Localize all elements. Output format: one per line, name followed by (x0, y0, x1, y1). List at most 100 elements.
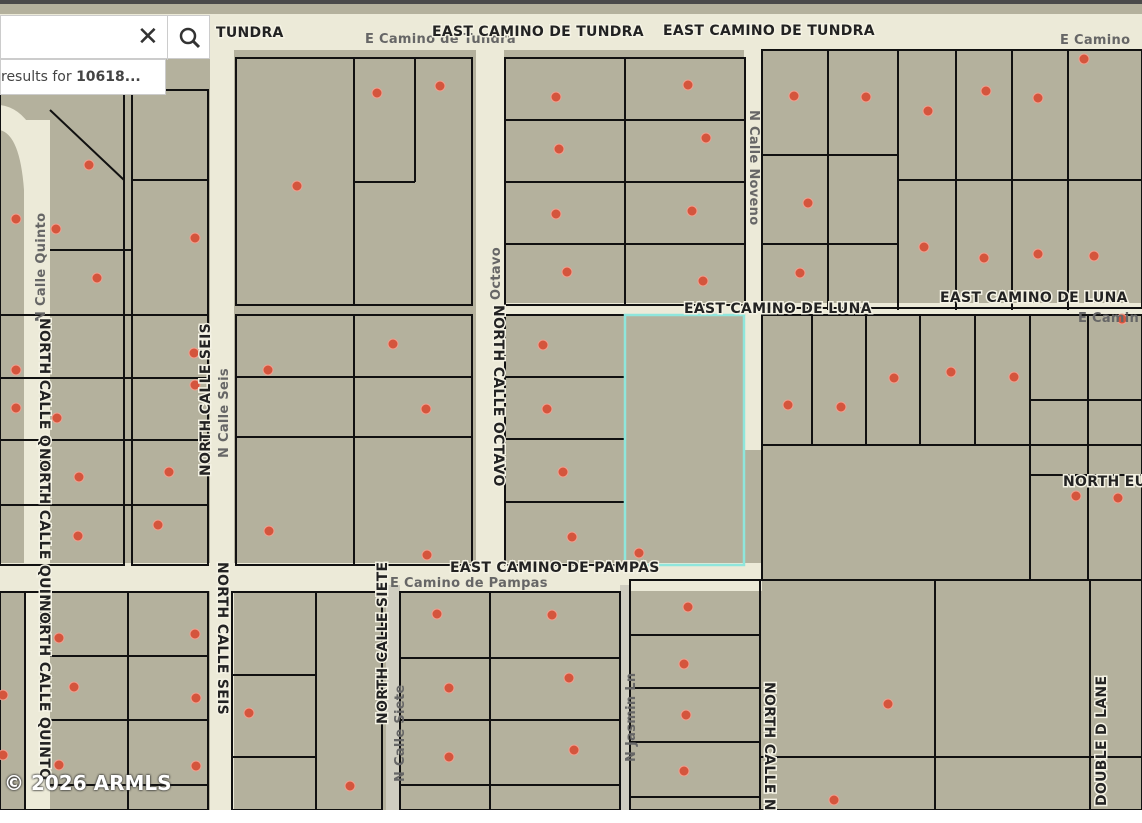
road-label: N Jasmin Ln (624, 673, 639, 762)
parcel-marker (563, 672, 575, 684)
parcel-marker (888, 372, 900, 384)
road-label: NORTH CALLE QUINTO (36, 600, 52, 780)
parcel-marker (189, 628, 201, 640)
parcel-marker (882, 698, 894, 710)
parcel-marker (68, 681, 80, 693)
parcel-marker (91, 272, 103, 284)
parcel-marker (553, 143, 565, 155)
road-label: EAST CAMINO DE TUNDRA (432, 24, 644, 40)
clear-button[interactable]: ✕ (137, 22, 159, 52)
results-prefix: results for (1, 69, 72, 85)
road-label: N Calle Siete (393, 684, 408, 782)
parcel-marker (263, 525, 275, 537)
parcel-marker (1070, 490, 1082, 502)
road-label: Octavo (489, 247, 504, 300)
parcel-marker (51, 412, 63, 424)
parcel-marker (561, 266, 573, 278)
parcel-marker (860, 91, 872, 103)
parcel-marker (546, 609, 558, 621)
parcel-marker (680, 709, 692, 721)
parcel (759, 579, 1142, 810)
road-label: NORTH CALLE QUINTO (36, 448, 52, 628)
parcel-marker (782, 399, 794, 411)
road-label: EAST CAMINO DE LUNA (684, 301, 872, 317)
parcel-marker (53, 759, 65, 771)
parcel-marker (550, 208, 562, 220)
parcel-marker (686, 205, 698, 217)
parcel-marker (443, 682, 455, 694)
road-label: EAST CAMINO DE LUNA (940, 290, 1128, 306)
road-labels: TUNDRA E Camino de Tundra EAST CAMINO DE… (34, 22, 1142, 811)
search-box[interactable]: ✕ (0, 15, 212, 60)
search-results[interactable]: results for 10618... (0, 59, 166, 95)
parcel-marker (980, 85, 992, 97)
road-label: NORTH CALLE QUINTO (36, 318, 52, 498)
parcel-marker (945, 366, 957, 378)
road-label: E Camino (1060, 33, 1130, 48)
road-label: EAST CAMINO DE PAMPAS (450, 560, 660, 576)
parcel-marker (678, 765, 690, 777)
parcel-marker (420, 403, 432, 415)
parcel-marker (566, 531, 578, 543)
parcel (231, 591, 383, 810)
parcel-marker (568, 744, 580, 756)
parcel-marker (978, 252, 990, 264)
parcel-marker (0, 749, 9, 761)
parcel-marker (1116, 313, 1128, 325)
parcel-line (49, 109, 125, 181)
parcel-marker (835, 401, 847, 413)
parcel-marker (541, 403, 553, 415)
parcel-marker (50, 223, 62, 235)
road-label: NORTH CALLE N (761, 682, 777, 810)
parcel-marker (163, 466, 175, 478)
road-label: E Camin (1078, 311, 1139, 326)
parcel (0, 591, 209, 810)
parcel-marker (72, 530, 84, 542)
road-label: NORTH CALLE SEIS (198, 323, 214, 476)
parcel-marker (918, 241, 930, 253)
top-strip (0, 0, 1142, 4)
parcel-marker (243, 707, 255, 719)
road-label: N Calle Quinto (34, 213, 49, 322)
parcel-marker (557, 466, 569, 478)
parcel-marker (73, 471, 85, 483)
copyright: © 2026 ARMLS (4, 771, 172, 795)
road-label: NORTH CALLE SIETE (375, 562, 391, 724)
search-icon (179, 27, 201, 49)
parcel-marker (788, 90, 800, 102)
parcel-marker (434, 80, 446, 92)
parcel-marker (188, 347, 200, 359)
road-label: EAST CAMINO DE TUNDRA (663, 23, 875, 39)
parcel-marker (344, 780, 356, 792)
parcel-marker (190, 692, 202, 704)
parcel-marker (537, 339, 549, 351)
parcel-marker (700, 132, 712, 144)
parcel-marker (1032, 92, 1044, 104)
parcel-marker (697, 275, 709, 287)
parcel-marker (189, 232, 201, 244)
parcel-marker (802, 197, 814, 209)
parcel-marker (682, 601, 694, 613)
road-label: DOUBLE D LANE (1094, 676, 1110, 806)
parcel (131, 89, 209, 566)
parcel-marker (387, 338, 399, 350)
selected-parcel (623, 313, 746, 567)
road-label: N Calle Noveno (746, 110, 761, 225)
parcel-marker (794, 267, 806, 279)
parcel-marker (291, 180, 303, 192)
road-label: TUNDRA (216, 25, 284, 41)
parcel-marker (0, 689, 9, 701)
parcel-markers (0, 53, 1128, 806)
road-network (0, 14, 1142, 810)
road-label: E Camino de Tundra (365, 32, 516, 47)
parcel-marker (10, 213, 22, 225)
parcel-marker (828, 794, 840, 806)
search-button[interactable] (167, 16, 212, 60)
parcel-marker (152, 519, 164, 531)
results-query: 10618... (76, 69, 141, 85)
parcel-marker (633, 547, 645, 559)
parcel-marker (922, 105, 934, 117)
parcel (399, 591, 621, 810)
